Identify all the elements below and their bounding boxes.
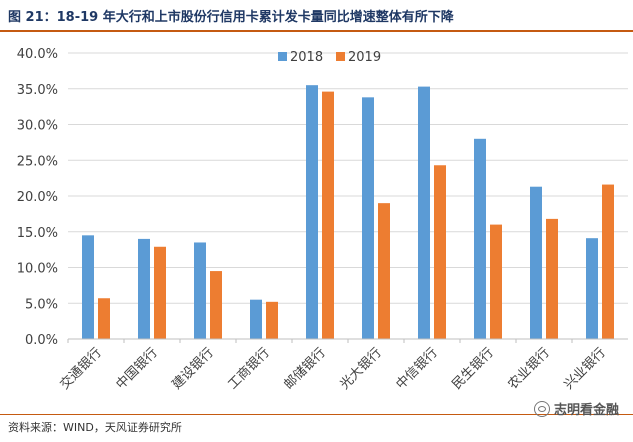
x-axis-labels: 交通银行 中国银行 建设银行 工商银行 邮储银行 光大银行 中信银行 民生银行 农业银行 兴业银行 bbox=[57, 345, 609, 393]
title-divider bbox=[0, 30, 633, 32]
bar-2019 bbox=[98, 298, 110, 339]
x-tick-label: 建设银行 bbox=[169, 345, 216, 392]
bar-2018 bbox=[586, 238, 598, 339]
y-tick-label: 15.0% bbox=[17, 226, 58, 241]
bar-2018 bbox=[474, 138, 486, 339]
x-tick-label: 民生银行 bbox=[449, 345, 496, 392]
legend-label: 2018 bbox=[290, 50, 323, 65]
bar-2019 bbox=[210, 271, 222, 339]
x-tick-label: 工商银行 bbox=[225, 345, 272, 392]
x-axis bbox=[67, 338, 628, 343]
x-tick-label: 中信银行 bbox=[393, 345, 440, 392]
x-tick-label: 交通银行 bbox=[57, 345, 105, 393]
figure-title: 图 21：18-19 年大行和上市股份行信用卡累计发卡量同比增速整体有所下降 bbox=[8, 10, 454, 25]
bar-2018 bbox=[138, 238, 150, 339]
y-tick-label: 0.0% bbox=[25, 333, 58, 348]
x-tick-label: 中国银行 bbox=[113, 345, 160, 392]
x-tick-label: 农业银行 bbox=[505, 345, 552, 392]
x-tick-label: 光大银行 bbox=[337, 345, 384, 392]
bar-2018 bbox=[362, 97, 374, 339]
legend-swatch bbox=[336, 52, 345, 61]
x-tick-label: 邮储银行 bbox=[281, 345, 328, 392]
y-axis-ticks: 0.0% 5.0% 10.0% 15.0% 20.0% 25.0% 30.0% 35.0% 40… bbox=[17, 47, 58, 348]
bar-2018 bbox=[530, 186, 542, 339]
watermark: 志明看金融 bbox=[533, 399, 619, 418]
wechat-icon bbox=[533, 400, 550, 417]
watermark-text: 志明看金融 bbox=[553, 403, 619, 418]
bar-2018 bbox=[250, 299, 262, 339]
legend-swatch bbox=[278, 52, 287, 61]
y-tick-label: 10.0% bbox=[17, 262, 58, 277]
y-tick-label: 30.0% bbox=[17, 119, 58, 134]
bar-2018 bbox=[306, 85, 318, 339]
y-tick-label: 25.0% bbox=[17, 154, 58, 169]
bars bbox=[82, 85, 614, 339]
bar-2019 bbox=[434, 165, 446, 339]
legend-label: 2019 bbox=[348, 50, 381, 65]
bar-2019 bbox=[546, 218, 558, 339]
legend: 2018 2019 bbox=[278, 50, 381, 65]
bar-2019 bbox=[490, 224, 502, 339]
bar-2019 bbox=[154, 246, 166, 339]
y-tick-label: 35.0% bbox=[17, 83, 58, 98]
bar-2018 bbox=[194, 242, 206, 339]
bar-2018 bbox=[82, 235, 94, 339]
bar-2019 bbox=[322, 91, 334, 339]
source-note: 资料来源：WIND，天风证券研究所 bbox=[8, 421, 182, 434]
x-tick-label: 兴业银行 bbox=[561, 345, 608, 392]
bar-2019 bbox=[602, 184, 614, 339]
y-tick-label: 20.0% bbox=[17, 190, 58, 205]
source-divider bbox=[0, 414, 633, 415]
gridlines bbox=[68, 52, 628, 304]
bar-2019 bbox=[266, 301, 278, 339]
bar-2018 bbox=[418, 86, 430, 339]
y-tick-label: 5.0% bbox=[25, 297, 58, 312]
y-tick-label: 40.0% bbox=[17, 47, 58, 62]
bar-2019 bbox=[378, 203, 390, 339]
